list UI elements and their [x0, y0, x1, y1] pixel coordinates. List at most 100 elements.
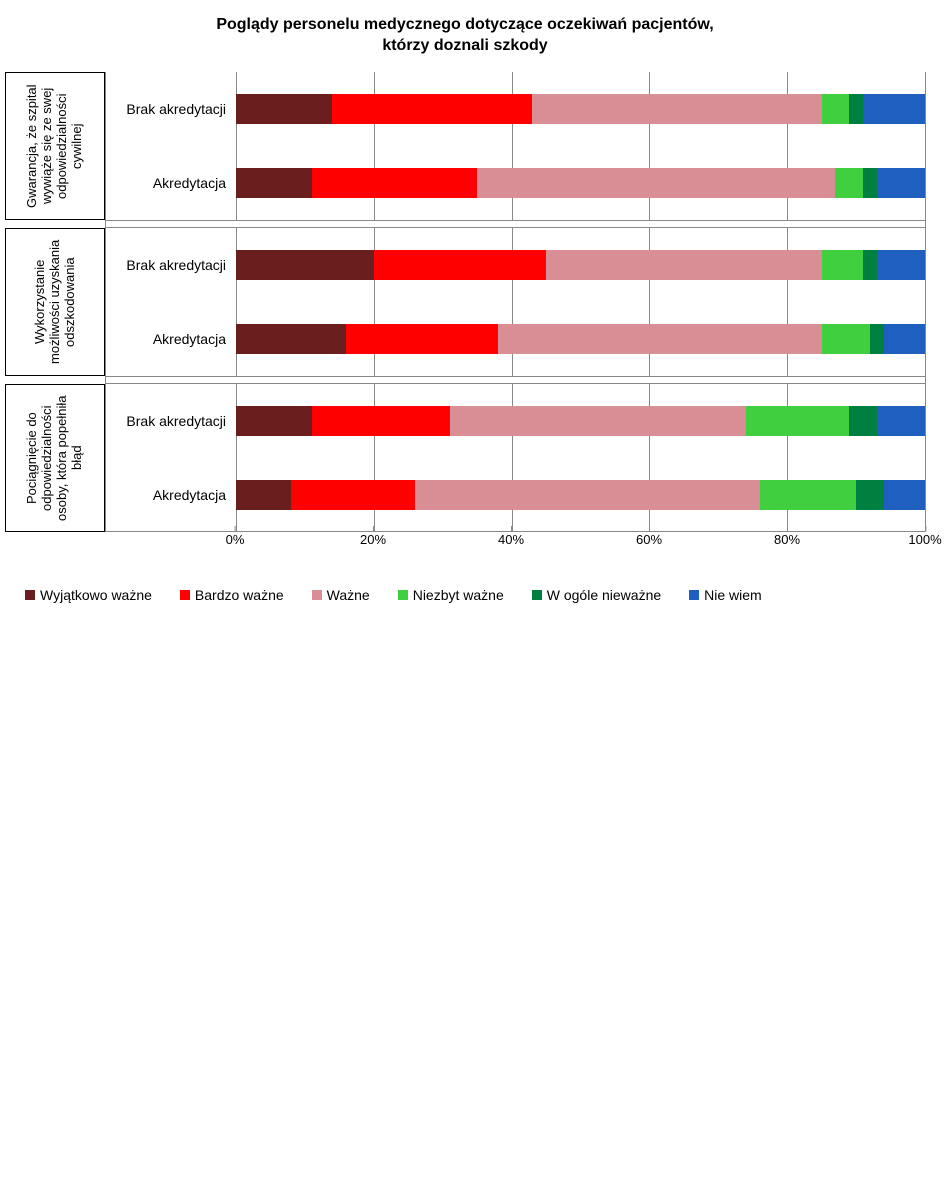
- bar-segment: [236, 406, 312, 436]
- bar-segment: [236, 94, 332, 124]
- bar-segment: [884, 324, 925, 354]
- bar-segment: [822, 250, 863, 280]
- legend-item: Nie wiem: [689, 587, 762, 603]
- grid-line: [374, 72, 375, 531]
- stacked-bar: [236, 94, 925, 124]
- bar-segment: [856, 480, 884, 510]
- group-label: Wykorzystanie możliwości uzyskania odszk…: [33, 233, 78, 371]
- bar-segment: [863, 168, 877, 198]
- bar-segment: [477, 168, 835, 198]
- bar-segment: [822, 94, 850, 124]
- legend-item: Niezbyt ważne: [398, 587, 504, 603]
- bar-segment: [546, 250, 822, 280]
- bar-segment: [346, 324, 498, 354]
- legend-swatch: [180, 590, 190, 600]
- bar-segment: [877, 406, 925, 436]
- legend-swatch: [398, 590, 408, 600]
- bar-segment: [236, 324, 346, 354]
- x-axis-tick: 60%: [636, 532, 662, 547]
- x-axis-tick: 0%: [226, 532, 245, 547]
- bar-row: Brak akredytacji: [106, 94, 925, 124]
- bars-region: Brak akredytacji Akredytacja Brak akredyta…: [105, 72, 925, 532]
- group-label: Gwarancja, że szpital wywiąże się ze swe…: [25, 77, 85, 215]
- plot-area: Gwarancja, że szpital wywiąże się ze swe…: [5, 72, 925, 532]
- bar-segment: [312, 168, 477, 198]
- group-panel: Wykorzystanie możliwości uzyskania odszk…: [5, 228, 105, 376]
- bar-label: Akredytacja: [106, 175, 236, 191]
- legend-label: Wyjątkowo ważne: [40, 587, 152, 603]
- group-label: Pociągnięcie do odpowiedzialności osoby,…: [25, 389, 85, 527]
- grid-line: [925, 72, 926, 531]
- bar-segment: [760, 480, 856, 510]
- bar-label: Akredytacja: [106, 331, 236, 347]
- legend-swatch: [25, 590, 35, 600]
- legend-item: Wyjątkowo ważne: [25, 587, 152, 603]
- legend-item: W ogóle nieważne: [532, 587, 661, 603]
- stacked-bar: [236, 250, 925, 280]
- bar-segment: [849, 94, 863, 124]
- legend: Wyjątkowo ważne Bardzo ważne Ważne Niezbyt …: [25, 587, 925, 603]
- bar-segment: [863, 250, 877, 280]
- legend-label: Ważne: [327, 587, 370, 603]
- title-line-1: Poglądy personelu medycznego dotyczące o…: [216, 16, 713, 33]
- grid-line: [236, 72, 237, 531]
- bar-segment: [415, 480, 760, 510]
- bar-segment: [291, 480, 415, 510]
- bar-segment: [863, 94, 925, 124]
- legend-swatch: [532, 590, 542, 600]
- group-panel: Gwarancja, że szpital wywiąże się ze swe…: [5, 72, 105, 220]
- legend-label: W ogóle nieważne: [547, 587, 661, 603]
- bar-segment: [532, 94, 821, 124]
- bar-row: Akredytacja: [106, 324, 925, 354]
- bar-label: Brak akredytacji: [106, 413, 236, 429]
- bar-segment: [498, 324, 822, 354]
- legend-swatch: [689, 590, 699, 600]
- bar-segment: [746, 406, 849, 436]
- legend-label: Nie wiem: [704, 587, 762, 603]
- bar-segment: [870, 324, 884, 354]
- bar-segment: [236, 250, 374, 280]
- bar-label: Akredytacja: [106, 487, 236, 503]
- legend-label: Niezbyt ważne: [413, 587, 504, 603]
- legend-swatch: [312, 590, 322, 600]
- bar-segment: [849, 406, 877, 436]
- x-axis-tick: 80%: [774, 532, 800, 547]
- bar-segment: [374, 250, 546, 280]
- bar-segment: [312, 406, 450, 436]
- group-labels-column: Gwarancja, że szpital wywiąże się ze swe…: [5, 72, 105, 532]
- grid-lines: [236, 72, 925, 531]
- group-panel: Pociągnięcie do odpowiedzialności osoby,…: [5, 384, 105, 532]
- legend-item: Bardzo ważne: [180, 587, 284, 603]
- x-axis-tick: 100%: [908, 532, 941, 547]
- grid-line: [649, 72, 650, 531]
- grid-line: [787, 72, 788, 531]
- bar-row: Akredytacja: [106, 480, 925, 510]
- bar-segment: [877, 168, 925, 198]
- group-divider: [106, 220, 925, 228]
- bar-label: Brak akredytacji: [106, 101, 236, 117]
- legend-item: Ważne: [312, 587, 370, 603]
- bar-segment: [450, 406, 746, 436]
- bar-row: Akredytacja: [106, 168, 925, 198]
- bar-segment: [822, 324, 870, 354]
- title-line-2: którzy doznali szkody: [382, 37, 547, 54]
- bar-row: Brak akredytacji: [106, 406, 925, 436]
- stacked-bar: [236, 324, 925, 354]
- x-axis: 0%20%40%60%80%100%: [235, 532, 925, 562]
- chart-title: Poglądy personelu medycznego dotyczące o…: [5, 15, 925, 57]
- bar-segment: [236, 168, 312, 198]
- group-divider: [106, 376, 925, 384]
- bar-segment: [236, 480, 291, 510]
- bar-segment: [877, 250, 925, 280]
- bar-label: Brak akredytacji: [106, 257, 236, 273]
- bar-segment: [835, 168, 863, 198]
- bar-segment: [884, 480, 925, 510]
- bar-segment: [332, 94, 532, 124]
- stacked-bar: [236, 168, 925, 198]
- bar-row: Brak akredytacji: [106, 250, 925, 280]
- stacked-bar: [236, 406, 925, 436]
- stacked-bar: [236, 480, 925, 510]
- x-axis-tick: 20%: [360, 532, 386, 547]
- legend-label: Bardzo ważne: [195, 587, 284, 603]
- chart-container: Poglądy personelu medycznego dotyczące o…: [0, 0, 945, 609]
